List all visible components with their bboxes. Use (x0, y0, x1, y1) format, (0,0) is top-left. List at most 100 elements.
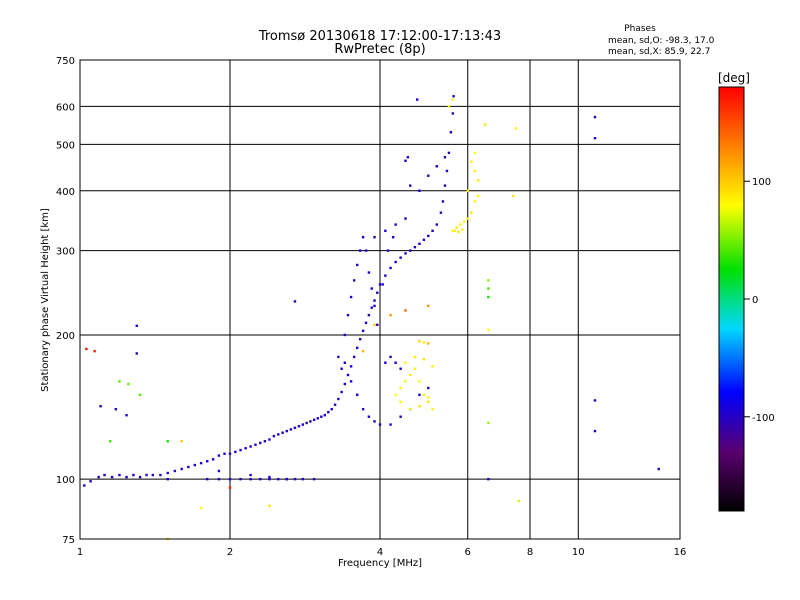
plot-frame (79, 59, 681, 540)
x-mode-point (483, 123, 487, 126)
o-mode-point (349, 380, 353, 383)
o-mode-point (135, 324, 138, 328)
o-mode-point (367, 271, 371, 274)
x-mode-point (427, 304, 430, 308)
o-mode-point (435, 223, 438, 226)
o-mode-point (337, 355, 340, 359)
o-mode-point (268, 438, 271, 441)
o-mode-point (223, 452, 226, 455)
x-tick-label: 16 (674, 547, 687, 558)
o-mode-point (381, 283, 384, 286)
o-mode-point (370, 287, 373, 290)
o-mode-point (487, 477, 490, 481)
x-mode-point (514, 127, 518, 130)
o-mode-point (389, 423, 392, 426)
o-mode-point (337, 397, 340, 401)
o-mode-point (349, 295, 353, 299)
x-mode-point (409, 373, 412, 377)
o-mode-point (323, 413, 327, 417)
o-mode-point (449, 131, 453, 134)
o-mode-point (228, 477, 232, 481)
x-mode-point (487, 287, 490, 290)
o-mode-point (259, 477, 262, 481)
x-mode-point (487, 279, 490, 282)
colorbar-tick-label: 0 (752, 295, 758, 306)
y-tick-label: 500 (56, 140, 75, 151)
o-mode-point (364, 321, 368, 325)
x-mode-point (118, 380, 121, 383)
x-mode-point (399, 386, 402, 390)
o-mode-point (367, 415, 371, 418)
o-mode-point (355, 263, 359, 267)
x-mode-point (477, 179, 480, 182)
o-mode-point (376, 291, 379, 294)
x-mode-point (477, 194, 480, 198)
x-mode-point (268, 504, 271, 507)
o-mode-point (285, 429, 288, 433)
o-mode-point (305, 421, 308, 425)
x-mode-point (461, 228, 464, 231)
o-mode-point (151, 473, 155, 477)
y-tick-label: 600 (56, 102, 75, 113)
o-mode-point (352, 355, 356, 359)
data-points (83, 95, 660, 541)
x-mode-point (462, 220, 466, 223)
y-tick-label: 750 (56, 56, 75, 67)
o-mode-point (373, 304, 376, 308)
phases-x-stats: mean, sd,X: 85.9, 22.7 (608, 47, 710, 57)
x-mode-point (457, 230, 460, 234)
x-mode-point (427, 396, 430, 399)
o-mode-point (439, 211, 443, 214)
phases-o-stats: mean, sd,O: -98.3, 17.0 (608, 36, 715, 46)
colorbar-tick-label: -100 (752, 413, 775, 424)
o-mode-point (394, 361, 397, 364)
o-mode-point (217, 477, 221, 481)
o-mode-point (418, 189, 421, 192)
o-mode-point (358, 337, 362, 341)
x-mode-point (487, 295, 490, 299)
o-mode-point (289, 428, 293, 431)
o-mode-point (301, 423, 305, 426)
o-mode-point (346, 373, 350, 377)
x-mode-point (427, 400, 430, 404)
o-mode-point (399, 415, 402, 418)
x-tick-label: 2 (227, 547, 233, 558)
x-mode-point (228, 486, 232, 489)
o-mode-point (367, 313, 371, 317)
o-mode-point (138, 475, 142, 479)
o-mode-point (272, 434, 276, 438)
x-mode-point (389, 313, 392, 317)
o-mode-point (409, 184, 412, 187)
o-mode-point (249, 445, 252, 448)
o-mode-point (389, 355, 392, 359)
o-mode-point (239, 477, 242, 481)
o-mode-point (384, 229, 387, 232)
o-mode-point (445, 169, 449, 173)
x-mode-point (447, 105, 451, 108)
o-mode-point (301, 477, 305, 481)
x-mode-point (199, 506, 203, 510)
o-mode-point (352, 279, 356, 282)
phases-heading: Phases (624, 24, 656, 34)
o-mode-point (435, 165, 438, 168)
o-mode-point (110, 475, 114, 479)
o-mode-point (340, 390, 343, 394)
o-mode-point (281, 431, 284, 434)
o-mode-point (166, 471, 169, 475)
o-mode-point (361, 407, 365, 411)
o-mode-point (180, 467, 183, 471)
o-mode-point (293, 426, 297, 430)
o-mode-point (593, 136, 597, 140)
o-mode-point (205, 460, 209, 463)
x-mode-point (459, 223, 462, 226)
o-mode-point (83, 484, 86, 487)
o-mode-point (373, 420, 376, 423)
o-mode-point (378, 283, 382, 286)
y-axis-label: Stationary phase Virtual Height [km] (40, 208, 51, 392)
x-mode-point (93, 349, 96, 353)
o-mode-point (187, 465, 190, 469)
x-mode-point (127, 382, 130, 386)
x-mode-point (431, 365, 434, 368)
colorbar (718, 86, 745, 512)
x-mode-point (404, 309, 407, 312)
